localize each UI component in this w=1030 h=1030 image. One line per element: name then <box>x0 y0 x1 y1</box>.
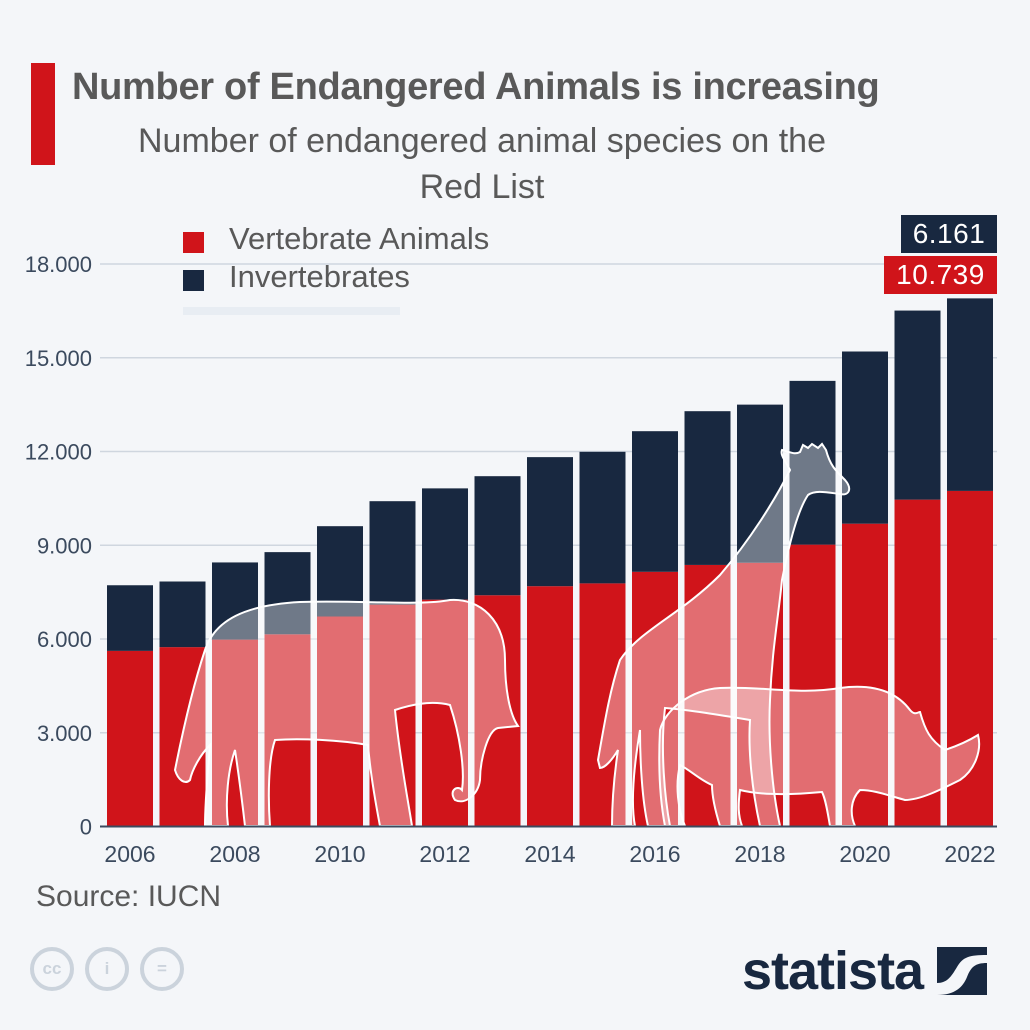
attribution-icon[interactable]: i <box>85 947 129 991</box>
y-tick-label: 12.000 <box>25 440 92 465</box>
bar-invertebrates-2007 <box>159 581 206 648</box>
bar-vertebrates-2016 <box>632 571 678 827</box>
legend-underline <box>183 307 400 315</box>
y-axis: 0 3.000 6.000 9.000 12.000 15.000 18.000 <box>25 252 92 840</box>
bar-invertebrates-2011 <box>369 501 416 605</box>
callout-invertebrates-2022: 6.161 <box>901 215 997 253</box>
x-tick-label: 2016 <box>629 841 680 867</box>
bar-invertebrates-2020 <box>842 351 888 524</box>
bar-invertebrates-2022 <box>947 298 993 491</box>
bar-invertebrates-2013 <box>474 476 521 596</box>
bar-vertebrates-2013 <box>474 595 521 827</box>
chart-subtitle: Number of endangered animal species on t… <box>72 118 892 210</box>
no-derivatives-icon[interactable]: = <box>140 947 184 991</box>
y-tick-label: 6.000 <box>37 627 92 652</box>
x-tick-label: 2014 <box>524 841 575 867</box>
bar-invertebrates-2017 <box>684 411 731 565</box>
x-tick-label: 2022 <box>944 841 995 867</box>
bar-vertebrates-2019 <box>789 544 836 827</box>
legend-swatch-invertebrates <box>183 269 204 291</box>
bar-vertebrates-2008 <box>212 639 258 827</box>
bar-invertebrates-2015 <box>579 451 626 584</box>
legend-swatch-vertebrates <box>183 231 204 253</box>
bar-vertebrates-2011 <box>369 604 416 827</box>
bar-vertebrates-2006 <box>107 650 153 827</box>
bar-invertebrates-2012 <box>422 488 468 600</box>
chart-title: Number of Endangered Animals is increasi… <box>72 66 880 108</box>
bar-invertebrates-2009 <box>264 552 311 635</box>
bar-vertebrates-2010 <box>317 616 363 827</box>
legend-label-invertebrates: Invertebrates <box>229 259 410 294</box>
brand-wordmark: statista <box>742 941 924 1001</box>
bars <box>107 298 993 827</box>
statista-brand[interactable]: statista <box>742 940 988 1002</box>
bar-invertebrates-2016 <box>632 431 678 572</box>
y-tick-label: 0 <box>80 815 92 840</box>
bar-invertebrates-2006 <box>107 585 153 651</box>
bar-invertebrates-2021 <box>894 310 941 500</box>
y-tick-label: 3.000 <box>37 721 92 746</box>
legend-item-invertebrates: Invertebrates <box>183 258 489 296</box>
bar-vertebrates-2015 <box>579 583 626 827</box>
bar-vertebrates-2021 <box>894 499 941 827</box>
y-tick-label: 15.000 <box>25 346 92 371</box>
rhino-silhouette <box>658 685 980 827</box>
chart-legend: Vertebrate Animals Invertebrates <box>183 220 489 296</box>
callout-vertebrates-2022: 10.739 <box>884 256 997 294</box>
elephant-silhouette <box>173 598 520 827</box>
x-tick-label: 2020 <box>839 841 890 867</box>
subtitle-line-2: Red List <box>419 168 545 206</box>
statista-logo-icon <box>937 947 988 995</box>
x-tick-label: 2008 <box>209 841 260 867</box>
license-icons: cc i = <box>30 947 184 991</box>
cc-icon[interactable]: cc <box>30 947 74 991</box>
bar-vertebrates-2018 <box>737 562 783 827</box>
source-note: Source: IUCN <box>36 880 222 913</box>
x-tick-label: 2010 <box>314 841 365 867</box>
bar-vertebrates-2020 <box>842 523 888 827</box>
legend-label-vertebrates: Vertebrate Animals <box>229 221 490 256</box>
subtitle-line-1: Number of endangered animal species on t… <box>138 122 826 160</box>
bar-vertebrates-2009 <box>264 634 311 827</box>
y-tick-label: 9.000 <box>37 533 92 558</box>
y-tick-label: 18.000 <box>25 252 92 277</box>
legend-item-vertebrates: Vertebrate Animals <box>183 220 489 258</box>
bar-invertebrates-2018 <box>737 404 783 563</box>
x-tick-label: 2006 <box>104 841 155 867</box>
x-tick-label: 2012 <box>419 841 470 867</box>
bar-invertebrates-2014 <box>527 457 573 587</box>
animal-silhouettes <box>173 442 980 827</box>
bar-vertebrates-2014 <box>527 586 573 827</box>
title-accent-bar <box>31 63 55 165</box>
x-tick-label: 2018 <box>734 841 785 867</box>
x-axis: 2006 2008 2010 2012 2014 2016 2018 2020 2022 <box>100 825 997 867</box>
